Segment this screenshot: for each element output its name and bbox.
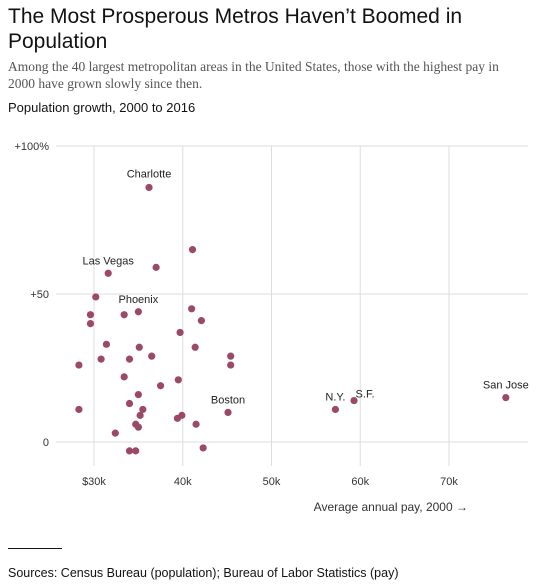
chart-title: The Most Prosperous Metros Haven’t Boome… xyxy=(8,5,463,53)
y-tick-label: +100% xyxy=(14,141,49,153)
y-tick-label: +50 xyxy=(30,289,49,301)
point-label: S.F. xyxy=(356,389,375,401)
x-tick-label: $30k xyxy=(82,476,106,488)
data-point xyxy=(192,420,200,428)
data-point xyxy=(97,355,105,363)
data-point xyxy=(197,317,205,325)
data-point xyxy=(139,405,147,414)
x-tick-label: 40k xyxy=(174,476,192,488)
gridlines xyxy=(56,145,528,466)
data-point xyxy=(75,405,83,414)
chart-heading: Population growth, 2000 to 2016 xyxy=(8,100,196,115)
data-point xyxy=(125,355,134,363)
data-point xyxy=(104,269,112,277)
data-point xyxy=(227,361,235,369)
data-point xyxy=(502,394,510,402)
point-label: Las Vegas xyxy=(83,255,135,267)
data-point xyxy=(125,399,134,408)
chart-subtitle: Among the 40 largest metropolitan areas … xyxy=(8,59,499,91)
data-point xyxy=(156,382,165,390)
point-label: N.Y. xyxy=(325,391,345,403)
data-point xyxy=(331,405,339,414)
data-points xyxy=(75,183,510,455)
data-point xyxy=(134,423,142,431)
data-point xyxy=(132,447,140,455)
data-point xyxy=(136,411,144,419)
data-point xyxy=(92,293,100,301)
x-axis-label: Average annual pay, 2000 → xyxy=(314,500,468,514)
data-point xyxy=(86,311,95,319)
data-point xyxy=(173,414,182,422)
data-point xyxy=(86,320,95,328)
y-tick-label: 0 xyxy=(43,437,49,449)
data-point xyxy=(145,183,153,192)
data-point xyxy=(152,263,160,271)
x-tick-label: 70k xyxy=(440,476,458,488)
source-note: Sources: Census Bureau (population); Bur… xyxy=(8,566,399,580)
data-point xyxy=(174,376,182,384)
data-point xyxy=(134,391,142,399)
data-point xyxy=(135,343,143,351)
point-label: Phoenix xyxy=(118,294,158,306)
point-label: San Jose xyxy=(483,380,529,392)
data-point xyxy=(120,373,128,381)
point-label: Charlotte xyxy=(127,168,172,180)
data-point xyxy=(199,444,207,452)
data-point xyxy=(176,328,184,337)
x-tick-label: 50k xyxy=(263,476,281,488)
tick-labels: +100% +50 0 $30k 40k 50k 60k 70k xyxy=(14,141,458,488)
data-point xyxy=(102,340,111,348)
source-divider xyxy=(8,548,62,549)
data-point xyxy=(188,246,197,254)
data-point xyxy=(350,396,358,405)
data-point xyxy=(224,408,232,416)
data-point xyxy=(134,308,142,316)
data-point xyxy=(125,447,134,455)
x-tick-label: 60k xyxy=(351,476,369,488)
data-point xyxy=(75,361,83,369)
point-label: Boston xyxy=(211,394,245,406)
data-point xyxy=(111,429,119,437)
data-point xyxy=(227,352,235,360)
data-point xyxy=(148,352,156,360)
data-point xyxy=(191,343,199,351)
data-point xyxy=(120,311,128,319)
data-point xyxy=(188,305,196,313)
point-labels: Charlotte Las Vegas Phoenix Boston N.Y. S.F. S… xyxy=(83,168,529,406)
